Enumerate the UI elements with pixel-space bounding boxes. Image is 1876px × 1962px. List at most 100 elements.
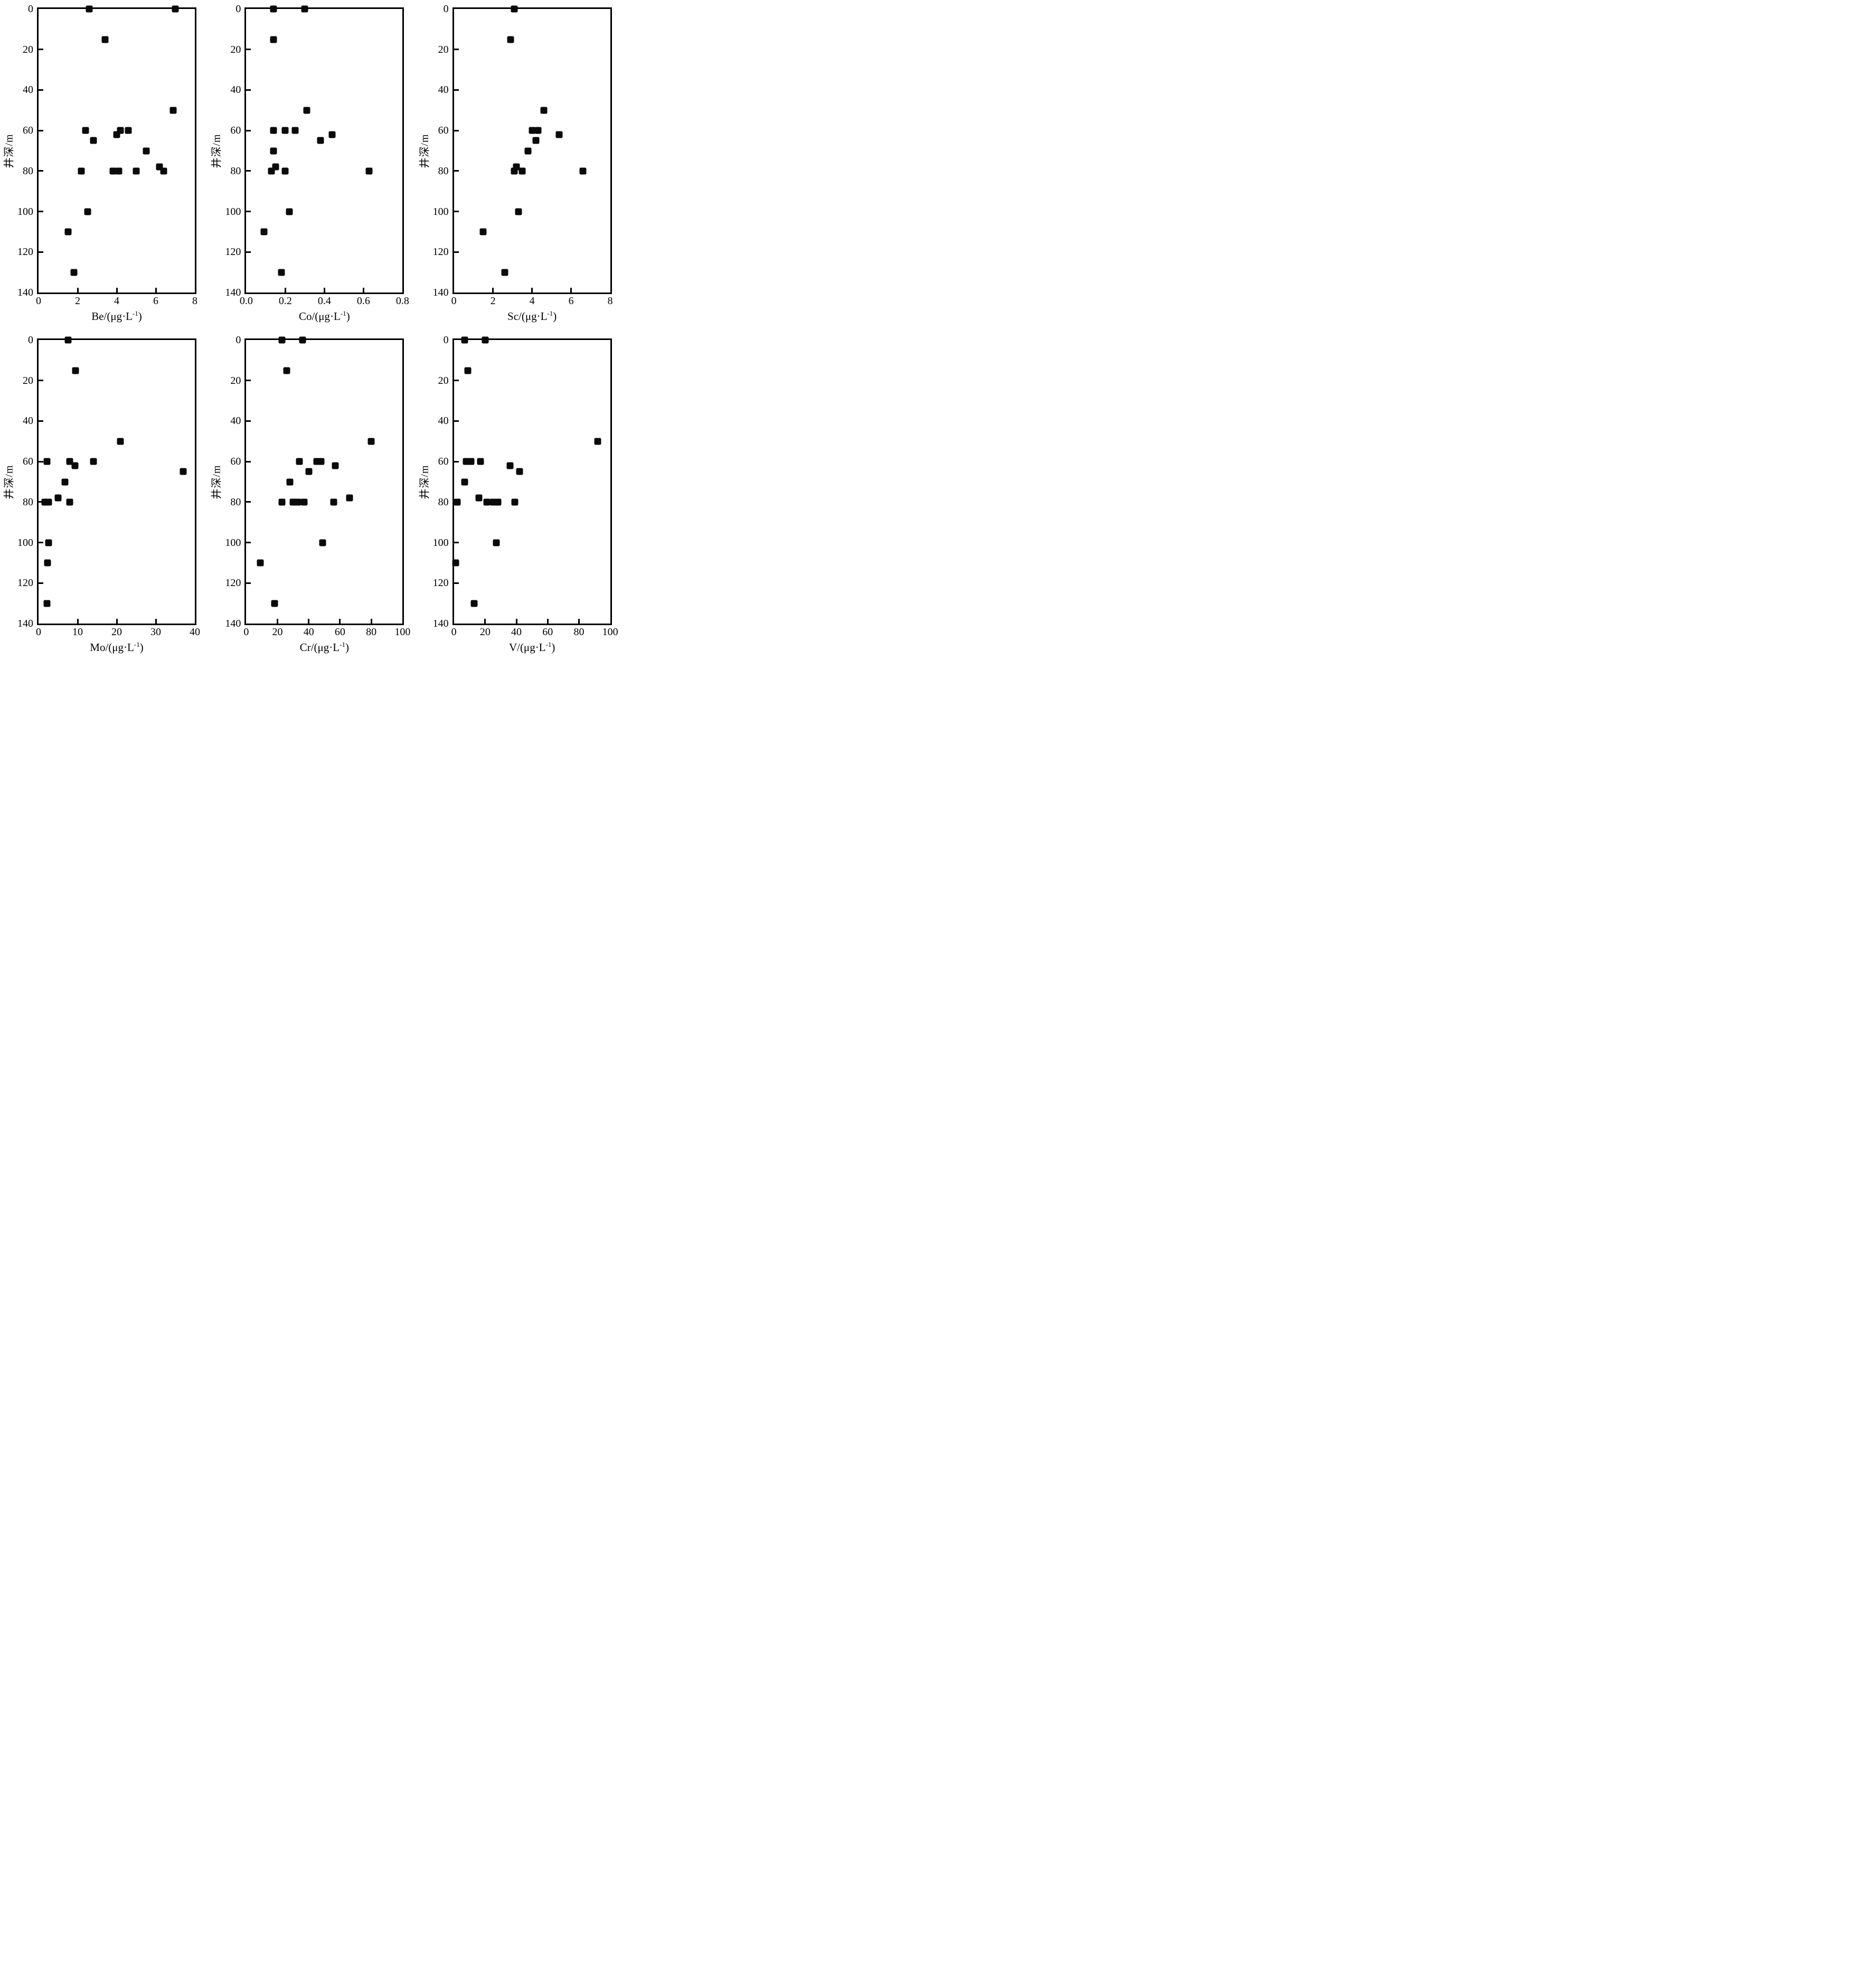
data-point [507, 36, 514, 43]
x-tick-label: 8 [607, 295, 613, 307]
data-point [483, 498, 491, 506]
data-point [579, 167, 587, 175]
x-axis-tick [155, 288, 157, 293]
y-tick-label: 80 [438, 165, 449, 177]
y-tick-label: 120 [432, 577, 449, 589]
data-point [268, 167, 275, 175]
x-axis-title: Co/(μg·L-1) [244, 307, 404, 325]
plot-area [37, 5, 196, 294]
data-point [72, 367, 79, 374]
data-point [454, 498, 461, 506]
x-axis-tick [77, 288, 79, 293]
y-tick-label: 120 [225, 577, 241, 589]
y-tick-labels: 0 20 40 60 80 100 120 140 [14, 4, 37, 298]
y-axis-tick [454, 49, 459, 51]
data-point [70, 269, 78, 276]
data-point [257, 559, 264, 567]
data-point [90, 458, 97, 465]
data-point [511, 167, 518, 175]
data-point [109, 167, 117, 175]
x-tick-label: 40 [303, 626, 314, 638]
data-point [101, 36, 109, 43]
x-axis-tick [531, 288, 533, 293]
y-tick-label: 140 [432, 618, 449, 629]
data-point [71, 462, 79, 469]
y-axis-tick [246, 501, 251, 503]
data-point [78, 167, 85, 175]
y-tick-label: 0 [235, 3, 241, 15]
y-axis-title: 井深/m [418, 338, 430, 625]
data-point [270, 127, 277, 134]
x-axis-tick [546, 619, 549, 624]
y-axis-tick [39, 420, 43, 422]
data-point [461, 336, 468, 344]
y-tick-label: 40 [438, 84, 449, 96]
x-axis-tick [155, 619, 157, 624]
subplot-co: 井深/m 0 20 40 60 80 100 120 140 0.0 0.2 0.4 0.6 0.8 Co/… [210, 3, 415, 325]
x-tick-label: 8 [192, 295, 197, 307]
y-tick-label: 100 [225, 205, 241, 218]
data-point [470, 600, 478, 607]
y-axis-tick [246, 49, 251, 51]
data-point [45, 498, 52, 506]
y-tick-label: 80 [230, 496, 241, 508]
y-tick-label: 80 [23, 496, 33, 508]
y-axis-tick [246, 380, 251, 382]
y-axis-tick [454, 129, 459, 131]
data-point [365, 167, 373, 175]
y-tick-label: 20 [230, 374, 241, 386]
data-point [555, 131, 563, 138]
y-axis-title: 井深/m [210, 338, 223, 625]
data-point [283, 367, 290, 374]
y-tick-label: 80 [230, 165, 241, 177]
x-tick-label: 20 [272, 626, 283, 638]
x-tick-label: 10 [72, 626, 83, 638]
subplot-cr: 井深/m 0 20 40 60 80 100 120 140 0 20 40 60 80 100 Cr/(μg… [210, 334, 415, 656]
x-axis-tick [308, 619, 310, 624]
data-point [494, 498, 502, 506]
x-axis-tick [323, 288, 325, 293]
data-point [524, 147, 532, 154]
y-axis-tick [454, 460, 459, 463]
data-point [511, 5, 518, 13]
data-point [115, 167, 122, 175]
y-axis-tick [246, 211, 251, 213]
x-axis-tick [492, 288, 494, 293]
x-tick-label: 6 [568, 295, 574, 307]
x-tick-label: 0.2 [278, 295, 292, 307]
y-tick-label: 0 [235, 334, 241, 346]
y-axis-tick [246, 89, 251, 91]
y-tick-labels: 0 20 40 60 80 100 120 140 [221, 3, 244, 298]
y-tick-label: 100 [432, 205, 449, 218]
data-point [90, 137, 97, 144]
data-point [332, 462, 339, 469]
x-axis-tick [116, 619, 118, 624]
y-axis-tick [454, 251, 459, 253]
data-point [64, 336, 72, 344]
x-tick-label: 0.4 [317, 295, 331, 307]
x-axis-title-base: Be/(μg·L [91, 310, 133, 323]
x-tick-label: 0.6 [356, 295, 370, 307]
data-point [278, 498, 286, 506]
data-point [294, 498, 301, 506]
y-axis-tick [246, 170, 251, 172]
x-axis-title-exponent: -1 [545, 640, 552, 648]
x-tick-label: 0 [36, 295, 41, 307]
y-tick-label: 120 [17, 577, 33, 589]
x-axis-title-end: ) [553, 310, 557, 323]
x-axis-title-base: Sc/(μg·L [507, 310, 548, 323]
data-point [301, 5, 308, 13]
y-tick-labels: 0 20 40 60 80 100 120 140 [14, 335, 37, 629]
x-axis-tick [362, 288, 364, 293]
y-axis-tick [454, 542, 459, 544]
x-tick-labels: 0 20 40 60 80 100 [451, 625, 618, 638]
y-tick-label: 100 [432, 536, 449, 549]
y-axis-tick [39, 542, 43, 544]
x-tick-label: 40 [190, 626, 200, 638]
data-point [452, 559, 459, 567]
y-tick-label: 20 [23, 43, 33, 55]
plot-area [37, 336, 196, 625]
y-axis-tick [454, 380, 459, 382]
x-axis-tick [277, 619, 279, 624]
subplot-v: 井深/m 0 20 40 60 80 100 120 140 0 20 40 60 80 100 V/(μg·… [418, 335, 623, 656]
